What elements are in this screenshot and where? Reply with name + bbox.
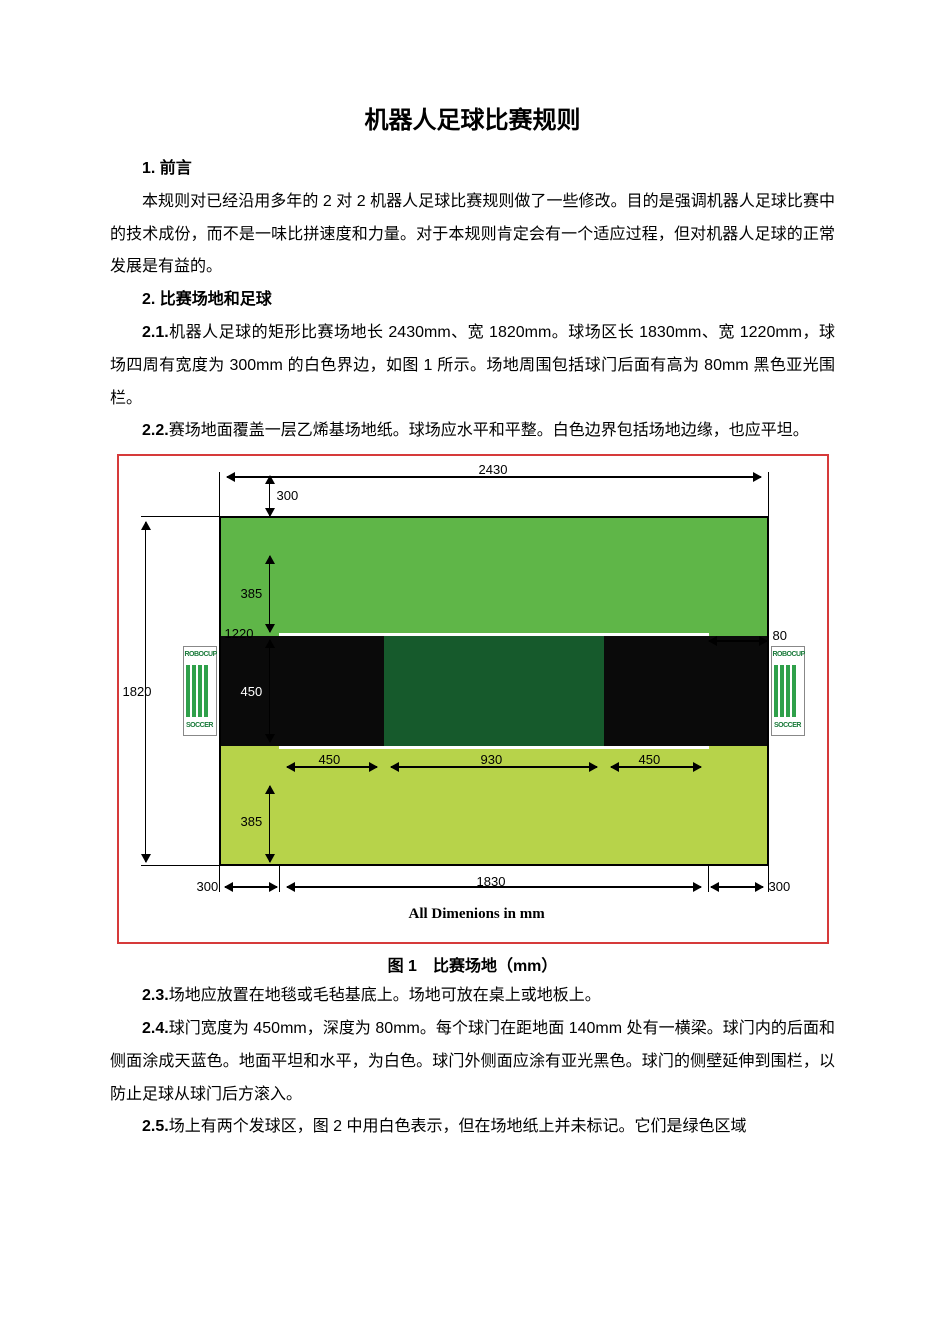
inner-top-line [279, 633, 709, 636]
section-2-3: 2.3.场地应放置在地毯或毛毡基底上。场地可放在桌上或地板上。 [110, 980, 835, 1013]
document-page: 机器人足球比赛规则 1. 前言 本规则对已经沿用多年的 2 对 2 机器人足球比… [0, 0, 945, 1204]
diagram-inner-caption: All Dimenions in mm [409, 906, 545, 923]
dim-label-2430: 2430 [479, 462, 508, 477]
goal-right-label-bot: SOCCER [773, 722, 803, 729]
dim-arrow-385-lower [269, 786, 271, 862]
tick-left-top [141, 516, 219, 517]
goal-right-bars [774, 665, 796, 717]
tick-bot-1 [219, 866, 220, 892]
section-1-heading: 1. 前言 [110, 153, 835, 186]
dim-label-300br: 300 [769, 879, 791, 894]
figure-1-caption: 图 1 比赛场地（mm） [110, 952, 835, 976]
section-2-2-text: 赛场地面覆盖一层乙烯基场地纸。球场应水平和平整。白色边界包括场地边缘，也应平坦。 [169, 422, 809, 439]
tick-top-right [768, 472, 769, 516]
section-2-3-text: 场地应放置在地毯或毛毡基底上。场地可放在桌上或地板上。 [169, 987, 601, 1004]
dim-label-450r: 450 [639, 752, 661, 767]
figure-1-diagram: ROBOCUP SOCCER ROBOCUP SOCCER 2430 300 3… [117, 454, 829, 944]
section-2-1: 2.1.机器人足球的矩形比赛场地长 2430mm、宽 1820mm。球场区长 1… [110, 317, 835, 415]
dim-label-1830: 1830 [477, 874, 506, 889]
section-2-2: 2.2.赛场地面覆盖一层乙烯基场地纸。球场应水平和平整。白色边界包括场地边缘，也… [110, 415, 835, 448]
tick-bot-4 [768, 866, 769, 892]
section-2-5: 2.5.场上有两个发球区，图 2 中用白色表示，但在场地纸上并未标记。它们是绿色… [110, 1111, 835, 1144]
field-border-bottom [219, 864, 769, 866]
section-2-2-num: 2.2. [142, 422, 169, 439]
field-border-right [767, 516, 769, 866]
section-2-heading: 2. 比赛场地和足球 [110, 284, 835, 317]
section-2-4-text: 球门宽度为 450mm，深度为 80mm。每个球门在距地面 140mm 处有一横… [110, 1020, 835, 1103]
section-2-1-text: 机器人足球的矩形比赛场地长 2430mm、宽 1820mm。球场区长 1830m… [110, 324, 835, 407]
dim-arrow-80 [709, 640, 767, 642]
dim-arrow-450v [269, 640, 271, 742]
section-1-para: 本规则对已经沿用多年的 2 对 2 机器人足球比赛规则做了一些修改。目的是强调机… [110, 186, 835, 284]
tick-top-left [219, 472, 220, 516]
tick-bot-2 [279, 866, 280, 892]
dim-label-385-upper: 385 [241, 586, 263, 601]
section-2-1-num: 2.1. [142, 324, 169, 341]
dim-label-930: 930 [481, 752, 503, 767]
dim-label-1820: 1820 [123, 684, 152, 699]
section-2-4-num: 2.4. [142, 1020, 169, 1037]
dim-label-300bl: 300 [197, 879, 219, 894]
tick-bot-3 [708, 866, 709, 892]
dim-label-1220: 1220 [225, 626, 254, 641]
tick-left-bot [141, 865, 219, 866]
dim-arrow-300-top [269, 476, 271, 516]
field-border-left [219, 516, 221, 866]
dim-label-450v: 450 [241, 684, 263, 699]
goal-left-bars [186, 665, 208, 717]
section-2-4: 2.4.球门宽度为 450mm，深度为 80mm。每个球门在距地面 140mm … [110, 1013, 835, 1111]
page-title: 机器人足球比赛规则 [110, 100, 835, 135]
goal-right-label-top: ROBOCUP [773, 651, 803, 658]
section-2-3-num: 2.3. [142, 987, 169, 1004]
dim-arrow-300bl [225, 886, 277, 888]
dim-label-450l: 450 [319, 752, 341, 767]
field-center-green [384, 636, 604, 746]
section-2-5-num: 2.5. [142, 1118, 169, 1135]
dim-label-80: 80 [773, 628, 787, 643]
dim-arrow-300br [711, 886, 763, 888]
field-border-top [219, 516, 769, 518]
figure-1-container: ROBOCUP SOCCER ROBOCUP SOCCER 2430 300 3… [110, 454, 835, 944]
dim-arrow-385-upper [269, 556, 271, 632]
goal-left-label-bot: SOCCER [185, 722, 215, 729]
dim-label-385-lower: 385 [241, 814, 263, 829]
section-2-5-text: 场上有两个发球区，图 2 中用白色表示，但在场地纸上并未标记。它们是绿色区域 [169, 1118, 747, 1135]
goal-left-label-top: ROBOCUP [185, 651, 215, 658]
inner-bottom-line [279, 746, 709, 749]
dim-label-300-top: 300 [277, 488, 299, 503]
